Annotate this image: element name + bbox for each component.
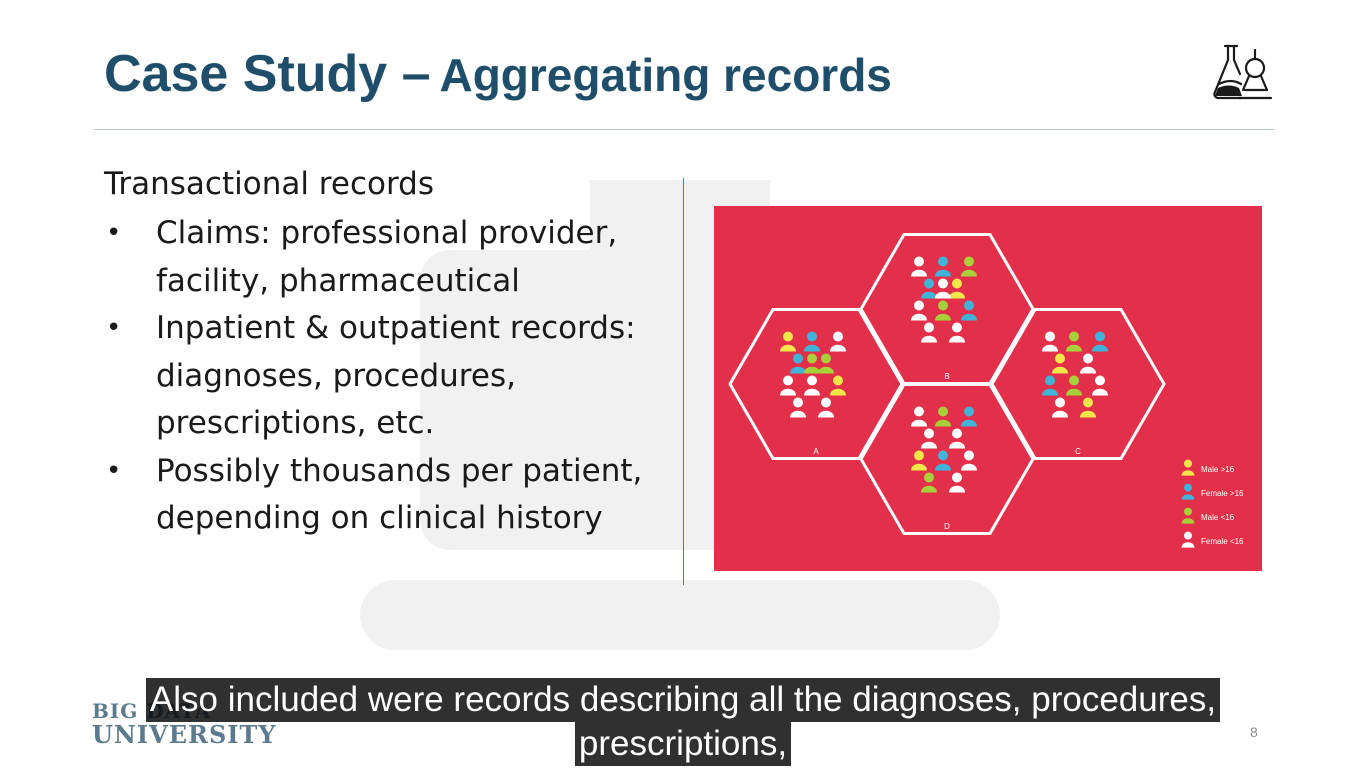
legend-label: Male >16 xyxy=(1201,465,1235,474)
page-number: 8 xyxy=(1250,724,1258,740)
bullet-dot-icon: • xyxy=(106,455,122,486)
group-label: D xyxy=(944,522,950,531)
person-icon xyxy=(1042,375,1058,396)
person-icon xyxy=(1042,331,1058,352)
caption-line-2: prescriptions, xyxy=(574,722,792,766)
vertical-divider xyxy=(683,178,684,585)
person-icon xyxy=(780,375,796,396)
group-hexagon xyxy=(859,383,1035,535)
bullet-item: • Claims: professional provider, facilit… xyxy=(104,210,664,305)
person-icon xyxy=(949,322,965,343)
bullet-dot-icon: • xyxy=(106,218,122,248)
bullet-dot-icon: • xyxy=(106,313,122,343)
patient-groups-svg: A B C D Male >16 Female >16 Male <16 Female <16 xyxy=(714,206,1262,571)
person-icon xyxy=(818,353,834,374)
person-icon xyxy=(935,256,951,277)
title-main: Case Study – xyxy=(104,45,431,103)
person-icon xyxy=(935,450,951,471)
person-icon xyxy=(1092,375,1108,396)
person-icon xyxy=(830,375,846,396)
person-icon xyxy=(790,353,806,374)
person-icon xyxy=(911,256,927,277)
bullet-item: • Possibly thousands per patient, depend… xyxy=(104,448,664,543)
legend-label: Male <16 xyxy=(1201,513,1235,522)
person-icon xyxy=(949,428,965,449)
person-icon xyxy=(935,300,951,321)
person-icon xyxy=(1181,531,1195,548)
person-icon xyxy=(935,278,951,299)
person-icon xyxy=(780,331,796,352)
figure-background xyxy=(714,206,1262,571)
microscope-flask-icon xyxy=(1213,44,1273,100)
person-icon xyxy=(804,375,820,396)
person-icon xyxy=(921,428,937,449)
section-heading: Transactional records xyxy=(104,166,434,202)
content-text: Transactional records • Claims: professi… xyxy=(104,162,664,543)
person-icon xyxy=(1052,397,1068,418)
person-icon xyxy=(949,472,965,493)
caption-line-1: Also included were records describing al… xyxy=(145,678,1221,722)
video-caption: Also included were records describing al… xyxy=(90,678,1276,766)
person-icon xyxy=(921,278,937,299)
person-icon xyxy=(830,331,846,352)
footer-logo-line2: UNIVERSITY xyxy=(92,720,277,749)
person-icon xyxy=(1080,353,1096,374)
group-label: B xyxy=(944,372,949,381)
person-icon xyxy=(921,472,937,493)
group-hexagon xyxy=(990,308,1166,460)
person-icon xyxy=(961,406,977,427)
person-icon xyxy=(961,256,977,277)
person-icon xyxy=(935,406,951,427)
person-icon xyxy=(961,450,977,471)
patient-groups-figure: A B C D Male >16 Female >16 Male <16 Female <16 xyxy=(714,206,1262,571)
legend-label: Female >16 xyxy=(1201,489,1244,498)
title-divider xyxy=(94,129,1274,130)
person-icon xyxy=(911,300,927,321)
person-icon xyxy=(911,406,927,427)
person-icon xyxy=(818,397,834,418)
person-icon xyxy=(1181,459,1195,476)
bullet-list: • Claims: professional provider, facilit… xyxy=(104,210,664,543)
group-label: C xyxy=(1075,447,1081,456)
person-icon xyxy=(1092,331,1108,352)
page-title: Case Study – Aggregating records xyxy=(104,44,892,104)
person-icon xyxy=(1066,331,1082,352)
legend-label: Female <16 xyxy=(1201,537,1244,546)
bullet-text: Possibly thousands per patient, dependin… xyxy=(156,452,643,537)
person-icon xyxy=(1066,375,1082,396)
group-label: A xyxy=(813,447,819,456)
person-icon xyxy=(1080,397,1096,418)
bullet-item: • Inpatient & outpatient records: diagno… xyxy=(104,305,664,448)
person-icon xyxy=(921,322,937,343)
person-icon xyxy=(949,278,965,299)
person-icon xyxy=(961,300,977,321)
person-icon xyxy=(790,397,806,418)
bullet-text: Claims: professional provider, facility,… xyxy=(156,215,618,299)
person-icon xyxy=(1181,507,1195,524)
person-icon xyxy=(1052,353,1068,374)
bullet-text: Inpatient & outpatient records: diagnose… xyxy=(156,310,636,441)
person-icon xyxy=(804,353,820,374)
title-sub: Aggregating records xyxy=(439,49,892,101)
person-icon xyxy=(804,331,820,352)
person-icon xyxy=(911,450,927,471)
person-icon xyxy=(1181,483,1195,500)
group-hexagon xyxy=(728,308,904,460)
